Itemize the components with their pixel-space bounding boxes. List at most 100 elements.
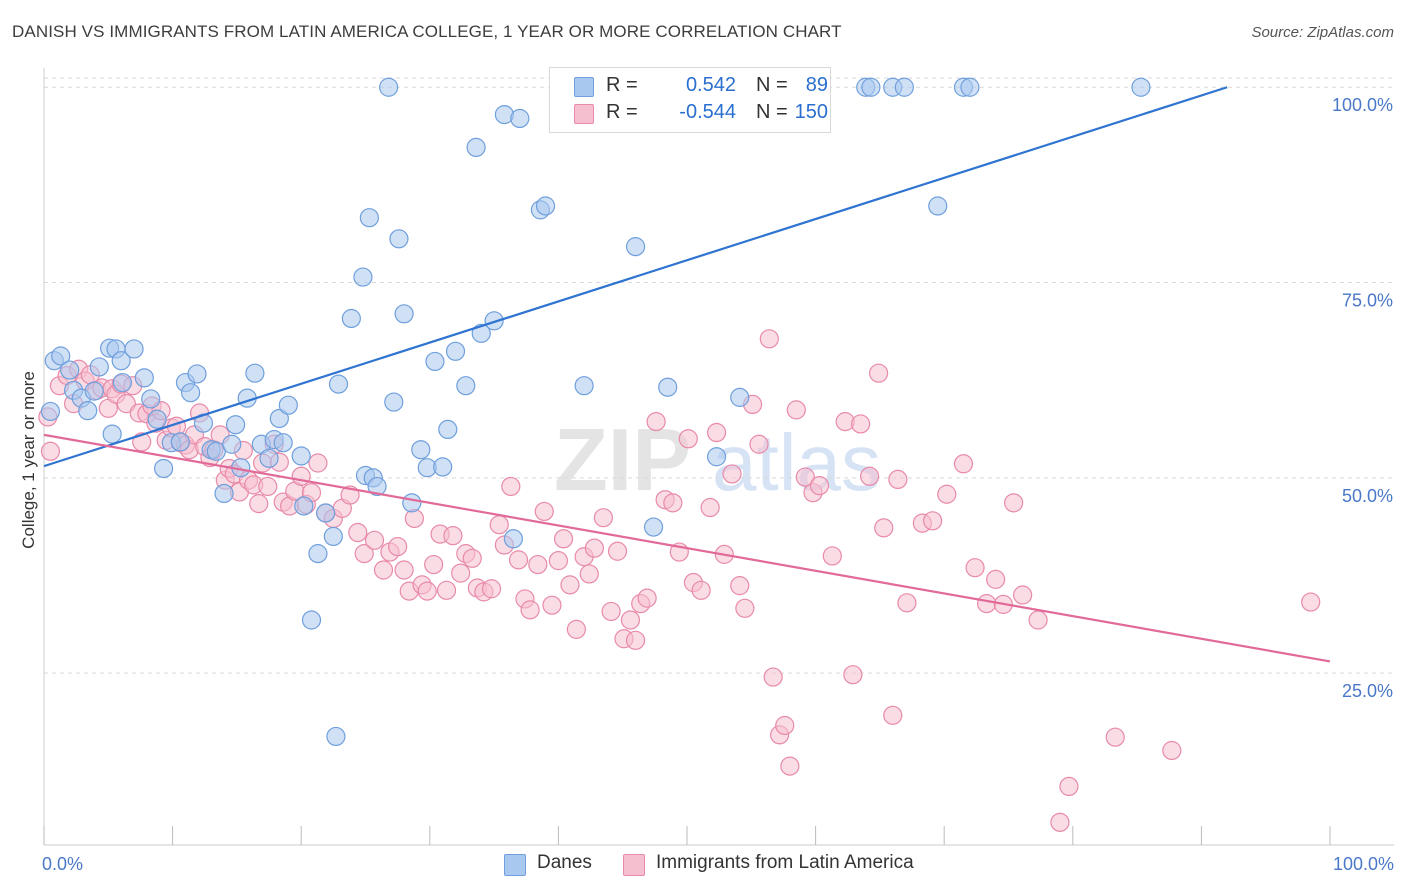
- danes-point: [214, 483, 234, 504]
- latin-america-point: [897, 593, 917, 613]
- danes-point: [187, 364, 207, 384]
- latin-america-point: [373, 560, 394, 580]
- latin-america-point: [443, 526, 463, 546]
- danes-point: [40, 401, 61, 422]
- latin-america-point: [601, 601, 621, 622]
- latin-america-point: [678, 429, 698, 449]
- danes-point: [353, 267, 373, 287]
- latin-america-point: [501, 476, 521, 497]
- latin-america-point: [775, 715, 795, 736]
- danes-point: [84, 381, 104, 401]
- latin-america-point: [116, 394, 136, 414]
- latin-america-point: [730, 576, 750, 596]
- latin-america-point: [424, 554, 444, 575]
- latin-america-point: [548, 551, 569, 571]
- danes-point: [273, 433, 293, 453]
- danes-point: [1131, 77, 1151, 97]
- danes-point: [928, 196, 948, 216]
- danes-point: [259, 448, 279, 468]
- danes-trend-line: [43, 86, 1228, 468]
- latin-america-point: [663, 493, 683, 513]
- danes-point: [222, 434, 242, 454]
- latin-america-point: [646, 411, 666, 432]
- danes-point: [643, 517, 664, 537]
- danes-point: [574, 376, 594, 396]
- danes-point: [134, 368, 154, 388]
- danes-point: [316, 503, 336, 523]
- danes-point: [308, 544, 328, 564]
- latin-america-point: [520, 600, 540, 620]
- x-tick-label-100: 100.0%: [1333, 854, 1394, 874]
- danes-point: [323, 526, 343, 547]
- latin-america-point: [481, 579, 502, 599]
- danes-point: [326, 726, 346, 747]
- latin-america-point: [888, 469, 908, 490]
- danes-point: [301, 610, 322, 630]
- latin-america-point: [722, 464, 742, 484]
- danes-point: [112, 372, 133, 393]
- latin-america-point: [258, 476, 278, 497]
- latin-america-point: [749, 434, 769, 454]
- danes-point: [389, 229, 409, 249]
- legend-n-value: 150: [794, 101, 828, 123]
- danes-point: [484, 311, 504, 331]
- latin-america-point: [1301, 592, 1321, 612]
- latin-america-point: [508, 550, 529, 570]
- legend-n-label: N =: [756, 101, 788, 123]
- danes-point: [89, 357, 109, 377]
- latin-america-point: [851, 414, 871, 434]
- legend-r-value: 0.542: [685, 74, 736, 96]
- stats-legend: R = 0.542 N = 89 R = -0.544 N = 150: [549, 67, 831, 133]
- latin-america-points: [38, 329, 1321, 832]
- y-tick-label-100: 100.0%: [1332, 95, 1393, 115]
- latin-america-point: [249, 494, 269, 514]
- latin-america-point: [763, 667, 783, 687]
- latin-america-point: [637, 588, 657, 608]
- danes-point: [153, 458, 174, 479]
- latin-america-point: [977, 594, 997, 614]
- latin-america-point: [883, 705, 903, 725]
- latin-america-point: [923, 511, 943, 531]
- danes-point: [245, 363, 265, 383]
- danes-point: [384, 392, 404, 412]
- latin-america-point: [364, 530, 385, 550]
- legend-swatch-latin-america: [623, 854, 645, 876]
- danes-point: [960, 77, 980, 97]
- danes-point: [328, 374, 349, 394]
- latin-america-point: [40, 441, 61, 461]
- latin-america-point: [1050, 812, 1070, 832]
- y-tick-label-75: 75.0%: [1342, 291, 1393, 311]
- y-tick-label-25: 25.0%: [1342, 681, 1393, 701]
- legend-swatch-latin-america: [574, 104, 594, 124]
- latin-america-point: [759, 329, 779, 349]
- danes-point: [625, 237, 646, 257]
- latin-america-point: [691, 580, 711, 600]
- danes-points: [40, 73, 1151, 747]
- danes-point: [60, 360, 80, 380]
- latin-america-trend-line: [43, 433, 1331, 663]
- x-ticks: [43, 826, 1331, 845]
- legend-swatch-danes: [574, 77, 594, 97]
- danes-point: [269, 408, 289, 429]
- latin-america-point: [786, 400, 806, 420]
- danes-point: [402, 493, 422, 513]
- danes-point: [411, 440, 431, 460]
- latin-america-point: [607, 541, 628, 561]
- latin-america-point: [579, 564, 599, 584]
- legend-label-latin-america: Immigrants from Latin America: [656, 852, 914, 873]
- source-label: Source: ZipAtlas.com: [1251, 24, 1394, 41]
- latin-america-point: [822, 546, 842, 566]
- danes-point: [111, 351, 131, 371]
- latin-america-point: [1059, 776, 1079, 797]
- latin-america-point: [566, 619, 587, 639]
- latin-america-point: [388, 536, 408, 557]
- latin-america-point: [700, 497, 720, 518]
- legend-n-value: 89: [805, 74, 828, 96]
- danes-point: [181, 383, 201, 403]
- latin-america-point: [451, 563, 471, 583]
- danes-point: [471, 323, 491, 343]
- latin-america-point: [1028, 610, 1048, 630]
- danes-point: [658, 377, 678, 397]
- danes-point: [291, 446, 311, 466]
